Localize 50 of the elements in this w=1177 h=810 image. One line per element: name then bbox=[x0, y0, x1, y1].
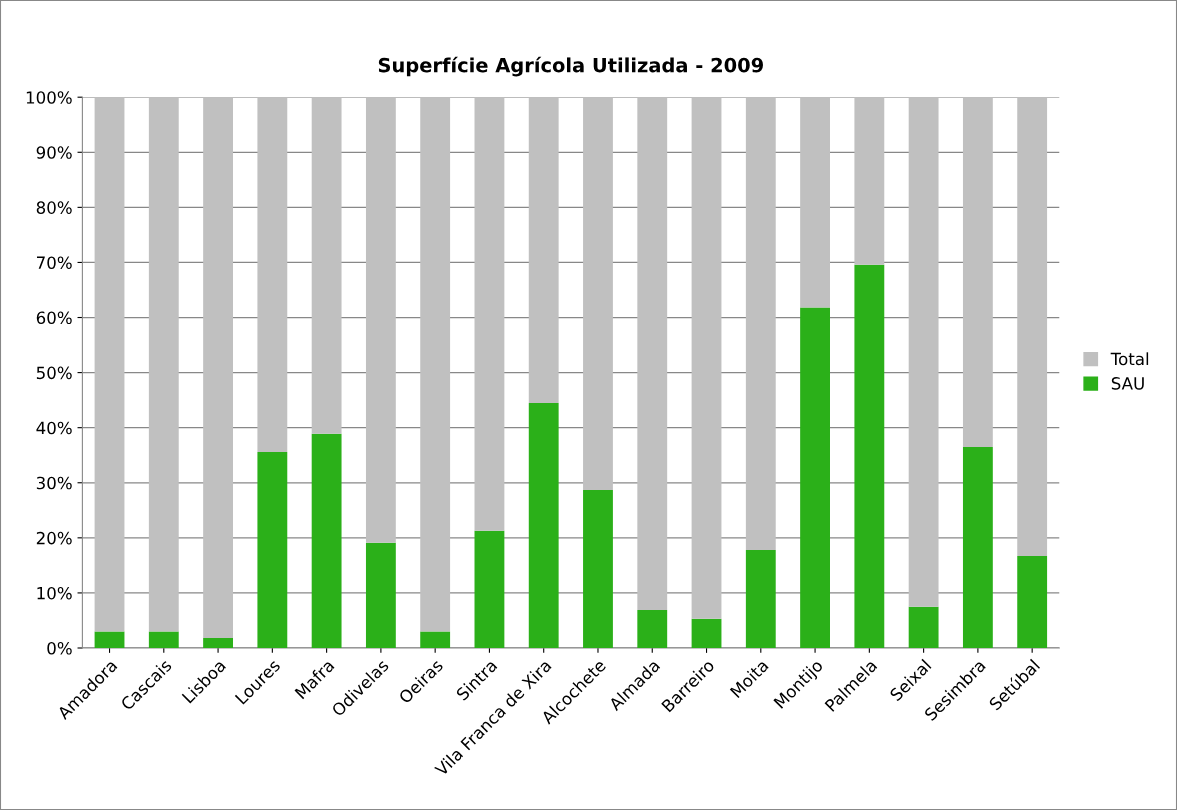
y-tick-label: 80% bbox=[36, 201, 72, 214]
bar bbox=[365, 97, 396, 543]
bar bbox=[1017, 556, 1048, 648]
bar bbox=[691, 97, 722, 619]
legend-label: SAU bbox=[1111, 377, 1144, 390]
bar bbox=[637, 609, 668, 648]
y-tick-label: 60% bbox=[36, 311, 72, 325]
bar bbox=[203, 638, 233, 648]
bar bbox=[745, 549, 776, 648]
y-tick-label: 30% bbox=[36, 476, 72, 490]
bar bbox=[474, 97, 505, 531]
bar bbox=[148, 97, 179, 632]
bar bbox=[474, 530, 505, 648]
bar bbox=[962, 446, 993, 648]
y-tick-label: 0% bbox=[47, 641, 72, 655]
bar bbox=[854, 97, 885, 265]
bar bbox=[854, 264, 885, 648]
bar bbox=[1017, 97, 1048, 557]
y-tick-label: 90% bbox=[36, 146, 72, 159]
bar bbox=[800, 307, 830, 648]
bar bbox=[745, 97, 776, 550]
bar bbox=[311, 97, 342, 434]
y-tick-label: 70% bbox=[36, 256, 72, 270]
y-tick-label: 40% bbox=[36, 421, 72, 435]
bar bbox=[148, 631, 179, 648]
bar bbox=[311, 433, 342, 648]
bar bbox=[691, 618, 722, 648]
bar bbox=[800, 97, 830, 308]
y-tick-label: 10% bbox=[37, 586, 72, 600]
chart-title: Superfície Agrícola Utilizada - 2009 bbox=[378, 56, 763, 77]
bar bbox=[257, 97, 288, 452]
bar bbox=[583, 489, 613, 648]
bar bbox=[908, 606, 939, 648]
bar bbox=[257, 451, 288, 648]
bar bbox=[637, 97, 668, 610]
legend-label: Total bbox=[1110, 352, 1149, 366]
bar bbox=[908, 97, 939, 607]
bar bbox=[94, 631, 125, 648]
bar bbox=[962, 97, 993, 447]
y-tick-label: 100% bbox=[26, 91, 72, 104]
bar bbox=[420, 631, 451, 648]
bar bbox=[203, 97, 233, 639]
bar bbox=[583, 97, 613, 490]
bar bbox=[528, 97, 559, 403]
bar bbox=[420, 97, 451, 632]
y-tick-label: 50% bbox=[36, 366, 72, 380]
bar bbox=[365, 542, 396, 648]
bar bbox=[528, 402, 559, 648]
y-tick-label: 20% bbox=[36, 531, 72, 545]
bar bbox=[94, 97, 125, 632]
